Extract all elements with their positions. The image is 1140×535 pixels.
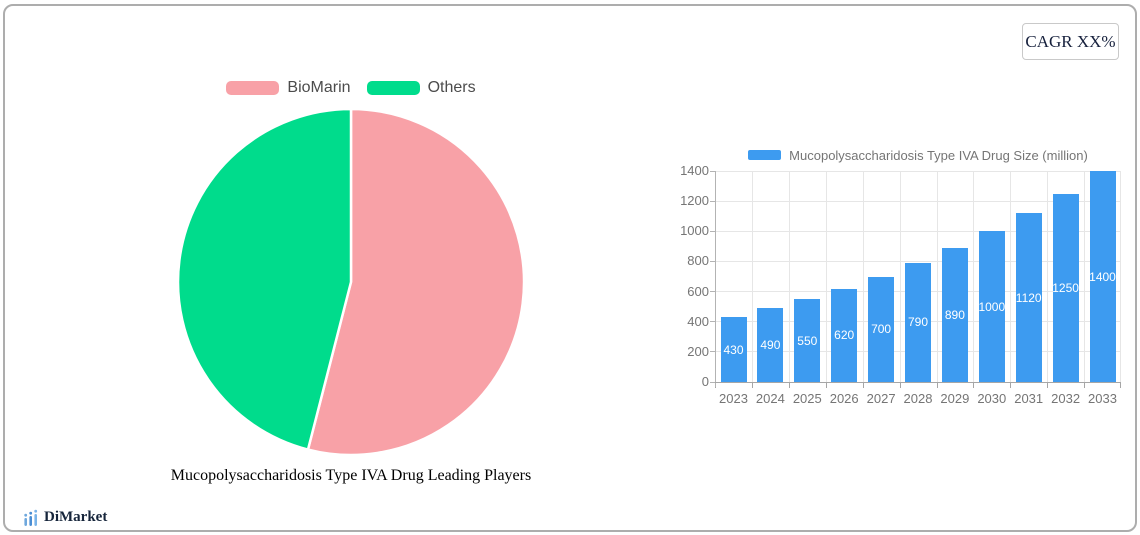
legend-label: Others xyxy=(427,79,476,96)
pie-legend: BioMarin Others xyxy=(101,78,601,98)
bar-value-label: 890 xyxy=(944,307,965,322)
legend-swatch xyxy=(366,81,420,95)
gridline-vertical xyxy=(751,171,753,382)
x-axis-label: 2027 xyxy=(866,391,896,406)
bar-chart-y-axis: 0 200 400 600 800 1000 1200 1400 xyxy=(661,164,709,389)
y-axis-line xyxy=(715,171,716,387)
gridline-vertical xyxy=(1047,171,1049,382)
bar-legend-label: Mucopolysaccharidosis Type IVA Drug Size… xyxy=(789,147,1088,163)
bar-plot: 430 490 550 620 700 790 890 1000 1120 1250 1400 xyxy=(710,170,1121,388)
bar-2033[interactable]: 1400 xyxy=(1089,171,1116,382)
gridline-vertical xyxy=(862,171,864,382)
bar-value-label: 1400 xyxy=(1089,269,1116,284)
y-axis-label: 400 xyxy=(687,313,709,329)
y-axis-tick xyxy=(710,321,715,323)
gridline-vertical xyxy=(825,171,827,382)
y-axis-label: 1200 xyxy=(680,193,709,209)
bar-chart-legend: Mucopolysaccharidosis Type IVA Drug Size… xyxy=(715,147,1121,163)
bar-value-label: 790 xyxy=(907,315,929,330)
bar-legend-swatch xyxy=(748,150,782,160)
x-axis-tick xyxy=(862,383,864,388)
legend-label: BioMarin xyxy=(287,79,351,96)
gridline-vertical xyxy=(899,171,901,382)
brand-name: DiMarket xyxy=(44,509,108,525)
bar-2024[interactable]: 490 xyxy=(757,308,784,382)
pie-slice-biomarin[interactable] xyxy=(306,107,526,457)
gridline-vertical xyxy=(1084,171,1086,382)
gridline-vertical xyxy=(788,171,790,382)
y-axis-tick xyxy=(710,200,715,202)
bar-2025[interactable]: 550 xyxy=(794,299,821,382)
y-axis-tick xyxy=(710,170,715,172)
gridline-horizontal xyxy=(715,170,1121,172)
cagr-button[interactable]: CAGR XX% xyxy=(1022,23,1119,60)
pie-legend-item-others[interactable]: Others xyxy=(366,79,476,97)
y-axis-label: 600 xyxy=(687,283,709,299)
bar-2026[interactable]: 620 xyxy=(831,288,858,382)
x-axis-tick xyxy=(899,383,901,388)
bar-2030[interactable]: 1000 xyxy=(978,231,1006,382)
pie-legend-item-biomarin[interactable]: BioMarin xyxy=(226,79,351,97)
pie-slice-others[interactable] xyxy=(176,107,353,451)
gridline-horizontal xyxy=(715,230,1121,232)
brand-logo: DiMarket xyxy=(24,509,107,526)
y-axis-label: 800 xyxy=(687,253,709,269)
x-axis-label: 2033 xyxy=(1088,391,1117,406)
x-axis-label: 2026 xyxy=(829,391,859,406)
x-axis-tick xyxy=(751,383,753,388)
gridline-vertical xyxy=(973,171,975,382)
y-axis-tick xyxy=(710,260,715,262)
y-axis-tick xyxy=(710,291,715,293)
y-axis-label: 0 xyxy=(701,374,709,389)
x-axis-tick xyxy=(788,383,790,388)
bar-value-label: 430 xyxy=(723,342,744,357)
x-axis-label: 2025 xyxy=(792,391,822,406)
gridline-vertical xyxy=(936,171,938,382)
y-axis-label: 1000 xyxy=(680,223,709,239)
bar-value-label: 700 xyxy=(871,322,892,337)
bar-chart-icon xyxy=(24,509,38,526)
legend-swatch xyxy=(226,81,280,95)
gridline-horizontal xyxy=(715,200,1121,202)
gridline-vertical xyxy=(1120,171,1121,382)
bar-value-label: 490 xyxy=(760,338,781,353)
y-axis-tick xyxy=(710,230,715,232)
x-axis-tick xyxy=(936,383,938,388)
bar-2027[interactable]: 700 xyxy=(868,276,895,382)
x-axis-tick xyxy=(973,383,975,388)
gridline-vertical xyxy=(1010,171,1012,382)
y-axis-label: 1400 xyxy=(680,163,709,178)
y-axis-tick xyxy=(710,351,715,353)
bar-value-label: 550 xyxy=(797,333,818,348)
x-axis-label: 2023 xyxy=(719,391,748,406)
bar-2029[interactable]: 890 xyxy=(941,247,968,382)
x-axis-tick xyxy=(1047,383,1049,388)
x-axis-label: 2032 xyxy=(1051,391,1081,406)
y-axis-tick xyxy=(710,381,715,383)
bar-value-label: 1000 xyxy=(978,299,1006,314)
bar-2028[interactable]: 790 xyxy=(905,262,931,382)
bar-value-label: 1120 xyxy=(1015,290,1042,305)
x-axis-tick xyxy=(1084,383,1086,388)
bar-value-label: 620 xyxy=(834,328,855,343)
gridline-horizontal xyxy=(715,260,1121,262)
bar-2032[interactable]: 1250 xyxy=(1052,193,1079,382)
bar-2023[interactable]: 430 xyxy=(720,317,747,382)
x-axis-label: 2029 xyxy=(940,391,970,406)
x-axis-tick xyxy=(1010,383,1012,388)
x-axis-tick xyxy=(1120,383,1121,388)
x-axis-label: 2031 xyxy=(1014,391,1044,406)
x-axis-line xyxy=(715,382,1121,383)
bar-chart-x-axis: 2023 2024 2025 2026 2027 2028 2029 2030 2031 2032… xyxy=(715,391,1121,407)
pie-chart-title: Mucopolysaccharidosis Type IVA Drug Lead… xyxy=(170,467,532,484)
pie-chart xyxy=(176,107,526,457)
bar-2031[interactable]: 1120 xyxy=(1015,213,1042,382)
bar-value-label: 1250 xyxy=(1052,280,1079,295)
x-axis-label: 2024 xyxy=(755,391,785,406)
x-axis-label: 2028 xyxy=(903,391,933,406)
y-axis-label: 200 xyxy=(687,343,709,359)
report-card: CAGR XX% BioMarin Others Mucopolysacchari… xyxy=(3,4,1137,532)
x-axis-tick xyxy=(825,383,827,388)
x-axis-label: 2030 xyxy=(977,391,1007,406)
